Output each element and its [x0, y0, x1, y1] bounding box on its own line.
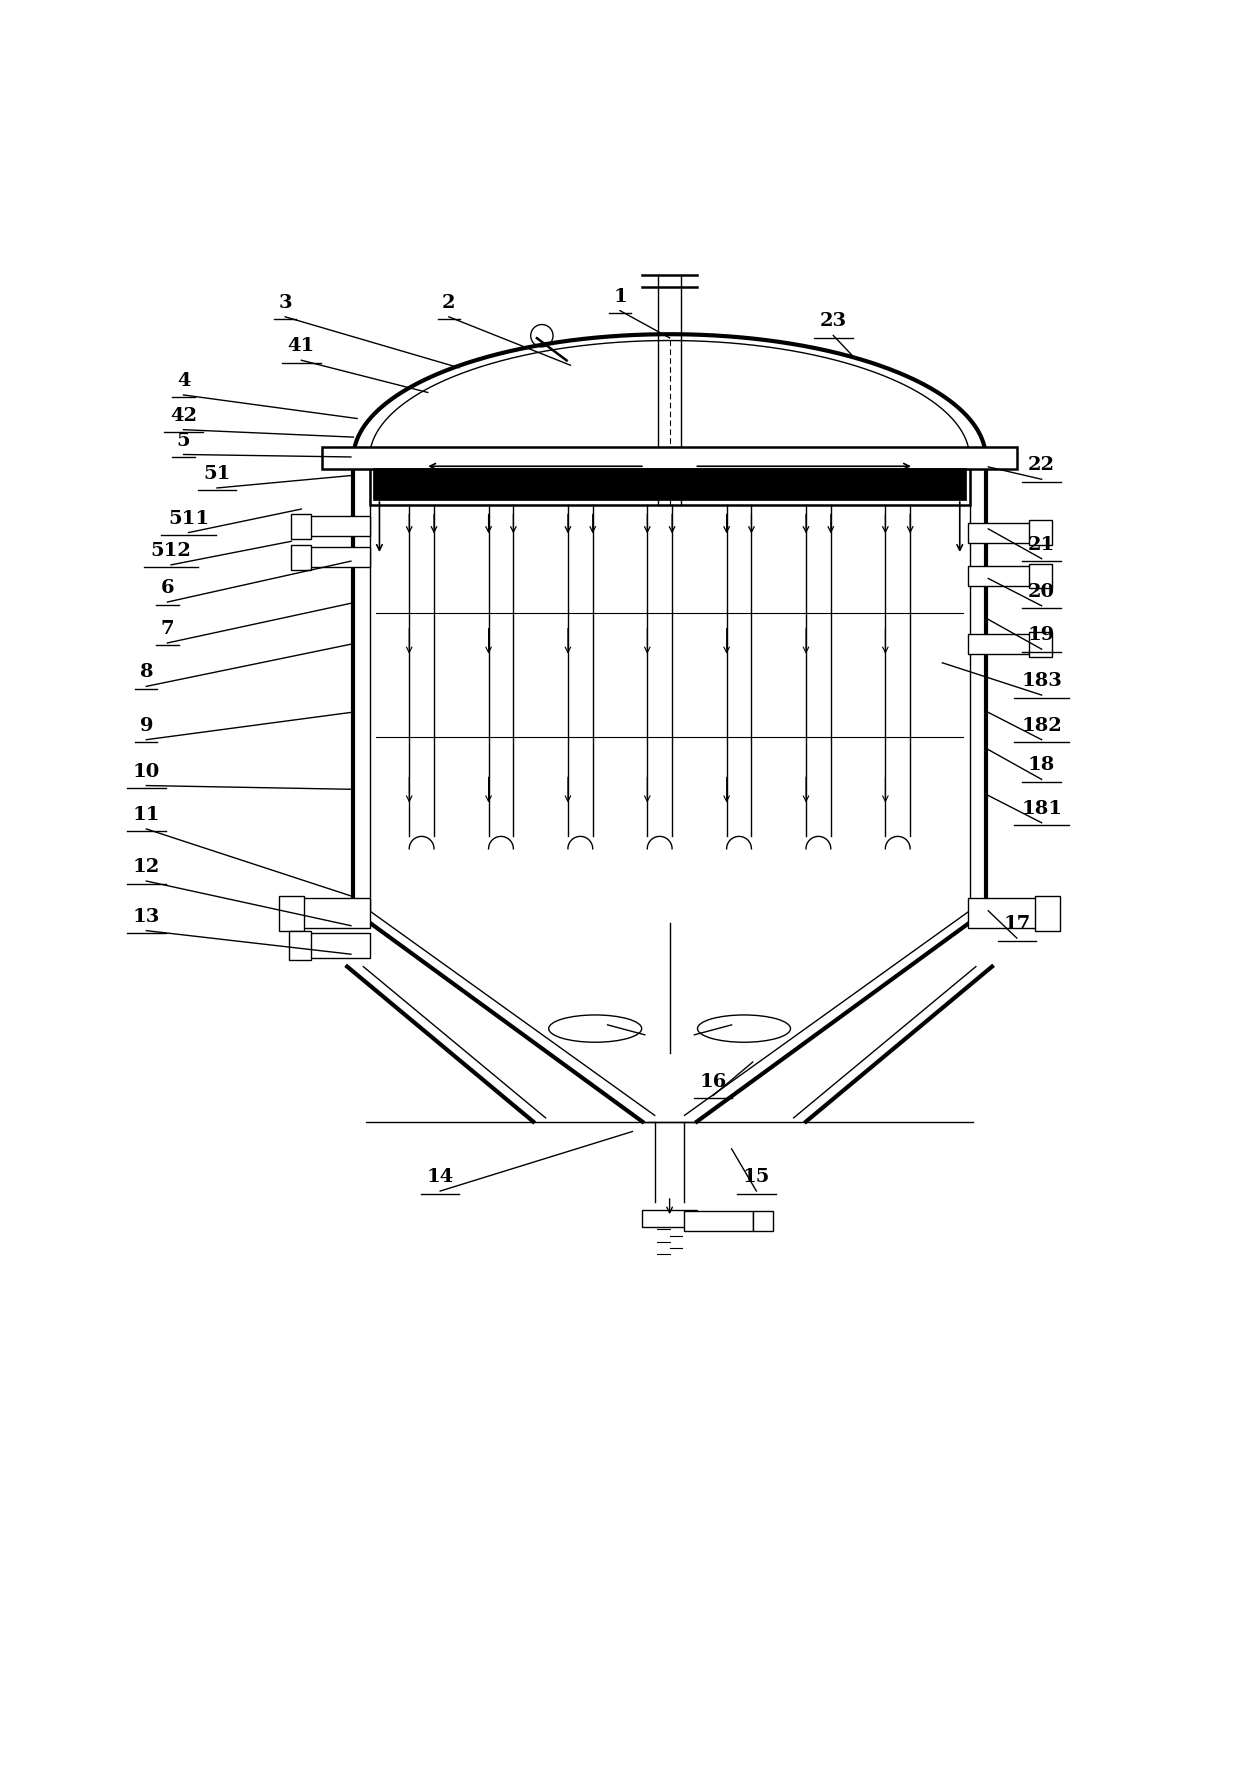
Text: 511: 511 [167, 510, 210, 528]
Text: 11: 11 [133, 806, 160, 824]
Text: 20: 20 [1028, 583, 1055, 601]
Ellipse shape [697, 1015, 791, 1042]
Bar [1035, 897, 1060, 930]
Bar [1029, 521, 1052, 546]
Text: 6: 6 [161, 579, 174, 597]
Bar [306, 516, 370, 537]
Bar [291, 546, 311, 571]
Text: 23: 23 [820, 312, 847, 331]
Bar [642, 1210, 697, 1226]
Text: 18: 18 [1028, 757, 1055, 774]
Text: 41: 41 [288, 337, 315, 354]
Text: 182: 182 [1022, 716, 1061, 735]
Bar [968, 565, 1032, 587]
Text: 19: 19 [1028, 626, 1055, 645]
Ellipse shape [549, 1015, 642, 1042]
Bar [306, 934, 370, 959]
Text: 42: 42 [170, 408, 197, 425]
Text: 21: 21 [1028, 535, 1055, 553]
Bar [968, 634, 1032, 654]
Bar [279, 897, 304, 930]
Text: 13: 13 [133, 907, 160, 925]
Text: 17: 17 [1003, 914, 1030, 934]
Bar [1029, 633, 1052, 657]
Bar [1029, 563, 1052, 588]
Bar [291, 514, 311, 539]
Text: 3: 3 [279, 294, 291, 312]
Text: 181: 181 [1021, 799, 1063, 819]
Bar [322, 447, 1017, 470]
Bar [968, 523, 1032, 542]
Bar [306, 548, 370, 567]
Text: 12: 12 [133, 858, 160, 875]
Text: 183: 183 [1022, 672, 1061, 689]
Text: 15: 15 [743, 1168, 770, 1185]
Text: 22: 22 [1028, 457, 1055, 475]
Bar [370, 464, 970, 505]
Text: 5: 5 [177, 432, 190, 450]
Text: 16: 16 [699, 1072, 727, 1090]
Text: 2: 2 [443, 294, 455, 312]
Text: 512: 512 [151, 542, 191, 560]
Text: 8: 8 [140, 663, 153, 682]
Text: 14: 14 [427, 1168, 454, 1185]
Text: 51: 51 [203, 464, 231, 484]
Bar [684, 1210, 753, 1232]
Bar [753, 1210, 773, 1232]
Bar [298, 898, 370, 929]
Text: 1: 1 [613, 287, 627, 307]
Text: 10: 10 [133, 762, 160, 781]
Bar [289, 930, 311, 960]
Bar [968, 898, 1040, 929]
Text: 7: 7 [161, 620, 174, 638]
Text: 9: 9 [140, 716, 153, 735]
Bar [373, 468, 966, 500]
Text: 4: 4 [177, 372, 190, 390]
